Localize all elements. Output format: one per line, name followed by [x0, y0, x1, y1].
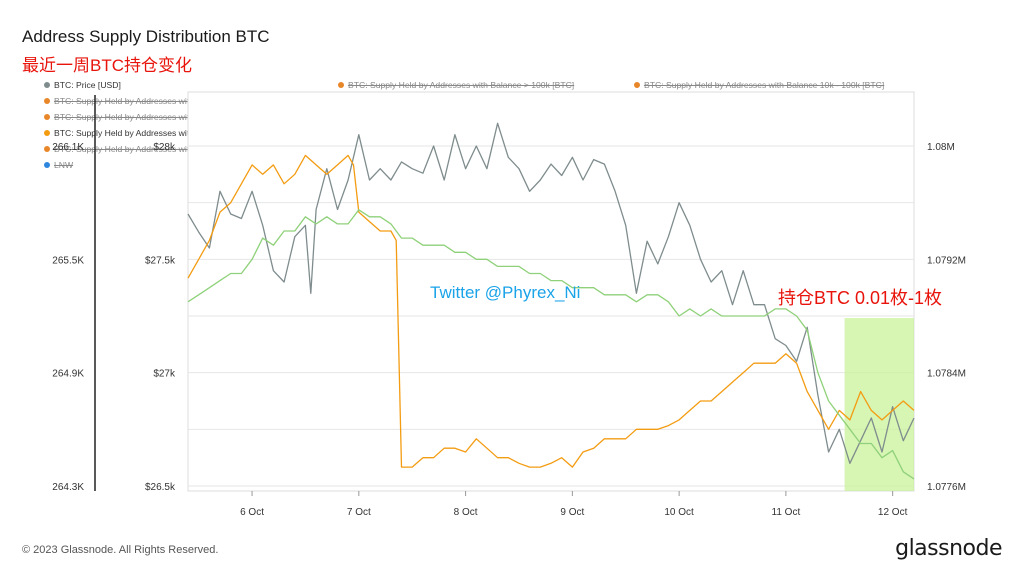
legend-item[interactable]: BTC: Supply Held by Addresses with Balan… — [634, 80, 884, 91]
chart-subtitle: 最近一周BTC持仓变化 — [22, 56, 192, 75]
legend-item[interactable]: BTC: Price [USD] — [44, 80, 121, 91]
highlight-zone — [844, 318, 914, 491]
legend-label: BTC: Supply Held by Addresses with Balan… — [54, 96, 285, 106]
legend-item[interactable]: LNW — [44, 160, 73, 171]
left-outer-tick-label: 264.9K — [52, 369, 84, 380]
x-tick-label: 10 Oct — [664, 507, 694, 518]
x-tick-label: 7 Oct — [347, 507, 371, 518]
legend-item[interactable]: BTC: Supply Held by Addresses with Balan… — [44, 96, 285, 107]
glassnode-logo: glassnode — [895, 536, 1002, 561]
twitter-watermark: Twitter @Phyrex_Ni — [430, 283, 581, 302]
legend-item[interactable]: BTC: Supply Held by Addresses with Balan… — [44, 144, 283, 155]
legend-dot-icon — [44, 113, 50, 120]
right-tick-label: 1.0776M — [927, 482, 966, 493]
right-tick-label: 1.0784M — [927, 369, 966, 380]
legend-label: LNW — [54, 160, 74, 170]
x-tick-label: 6 Oct — [240, 507, 264, 518]
legend-dot-icon — [338, 81, 344, 88]
chart-title: Address Supply Distribution BTC — [22, 27, 270, 46]
supply-001-01-series-line — [187, 209, 915, 480]
legend-dot-icon — [44, 129, 50, 136]
legend-item[interactable]: BTC: Supply Held by Addresses with Balan… — [338, 80, 574, 91]
right-tick-label: 1.0792M — [927, 255, 966, 266]
price-tick-label: $28k — [153, 142, 176, 153]
legend-dot-icon — [44, 161, 50, 168]
x-tick-label: 11 Oct — [772, 507, 801, 518]
legend-label: BTC: Supply Held by Addresses with Balan… — [54, 144, 284, 154]
left-outer-tick-label: 266.1K — [52, 142, 84, 153]
legend-label: BTC: Supply Held by Addresses with Balan… — [348, 80, 575, 90]
legend-dot-icon — [44, 97, 50, 104]
right-tick-label: 1.08M — [927, 142, 955, 153]
price-tick-label: $27k — [153, 369, 176, 380]
price-series-line — [187, 122, 915, 464]
x-tick-label: 8 Oct — [454, 507, 478, 518]
legend-dot-icon — [634, 81, 640, 88]
legend-item[interactable]: BTC: Supply Held by Addresses with Balan… — [44, 112, 286, 123]
highlight-annotation: 持仓BTC 0.01枚-1枚 — [778, 288, 943, 308]
supply-01-1-series-line — [187, 154, 915, 468]
legend-label: BTC: Supply Held by Addresses with Balan… — [54, 128, 279, 138]
legend-label: BTC: Supply Held by Addresses with Balan… — [54, 112, 286, 122]
legend-label: BTC: Price [USD] — [54, 80, 121, 90]
legend-item[interactable]: BTC: Supply Held by Addresses with Balan… — [44, 128, 279, 139]
legend-dot-icon — [44, 145, 50, 152]
price-tick-label: $27.5k — [145, 255, 176, 266]
left-outer-tick-label: 264.3K — [52, 482, 84, 493]
legend-dot-icon — [44, 81, 50, 88]
x-tick-label: 12 Oct — [878, 507, 908, 518]
left-outer-tick-label: 265.5K — [52, 255, 84, 266]
x-tick-label: 9 Oct — [560, 507, 584, 518]
legend-label: BTC: Supply Held by Addresses with Balan… — [644, 80, 885, 90]
price-tick-label: $26.5k — [145, 482, 176, 493]
copyright-text: © 2023 Glassnode. All Rights Reserved. — [22, 544, 219, 556]
